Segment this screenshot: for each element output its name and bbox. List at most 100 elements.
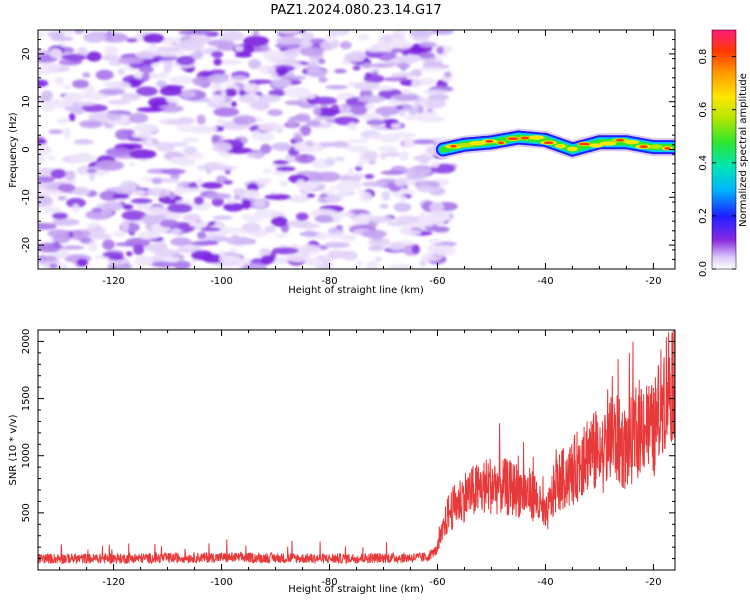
- spectrogram-noise-cell: [411, 78, 423, 88]
- snr-ytick-label: 1500: [21, 386, 32, 411]
- spectrogram-noise-cell: [337, 179, 362, 191]
- spectrogram-noise-cell: [159, 86, 183, 97]
- spectrogram-noise-cell: [380, 170, 404, 175]
- signal-track-core: [567, 146, 578, 152]
- spectrogram-noise-cell: [285, 252, 310, 263]
- spectrogram-noise-cell: [128, 161, 136, 167]
- spectrogram-noise-cell: [312, 96, 338, 105]
- spectrogram-noise-cell: [411, 244, 420, 254]
- spectrogram-noise-cell: [443, 71, 452, 78]
- spectrogram-noise-cell: [117, 56, 144, 65]
- spectrogram-noise-cell: [38, 31, 45, 38]
- spectrogram-noise-cell: [182, 213, 201, 222]
- spectrogram-noise-cell: [214, 221, 223, 230]
- spectrogram-xtick-label: -40: [537, 276, 553, 287]
- spectrogram-noise-cell: [354, 165, 363, 171]
- spectrogram-noise-cell: [106, 113, 122, 121]
- spectrogram-noise-cell: [159, 53, 178, 58]
- spectrogram-noise-cell: [262, 168, 272, 174]
- spectrogram-noise-cell: [260, 254, 275, 265]
- spectrogram-noise-cell: [299, 125, 312, 137]
- spectrogram-noise-cell: [200, 182, 223, 189]
- spectrogram-noise-cell: [51, 218, 80, 226]
- snr-ytick-label: 500: [21, 503, 32, 522]
- spectrogram-noise-cell: [61, 245, 85, 250]
- spectrogram-noise-cell: [102, 239, 115, 250]
- spectrogram-noise-cell: [67, 229, 92, 241]
- spectrogram-noise-cell: [193, 196, 205, 206]
- spectrogram-noise-cell: [270, 216, 288, 227]
- spectrogram-noise-cell: [161, 256, 181, 263]
- spectrogram-noise-cell: [65, 170, 76, 181]
- spectrogram-noise-cell: [194, 50, 204, 57]
- spectrogram-noise-cell: [431, 30, 454, 35]
- spectrogram-noise-cell: [230, 101, 237, 107]
- spectrogram-noise-cell: [391, 48, 405, 53]
- spectrogram-noise-cell: [54, 76, 64, 86]
- spectrogram-noise-cell: [121, 210, 147, 221]
- spectrogram-noise-cell: [219, 255, 244, 264]
- spectrogram-ytick-label: 10: [21, 95, 32, 108]
- spectrogram-noise-cell: [136, 107, 164, 113]
- spectrogram-noise-cell: [390, 123, 402, 129]
- spectrogram-noise-cell: [280, 75, 307, 80]
- snr-panel: -120 -100 -80 -60 -40 -20 500 1000 1500 2000 Heig…: [8, 329, 676, 595]
- spectrogram-noise-cell: [362, 150, 379, 160]
- spectrogram-noise-cell: [419, 259, 427, 267]
- spectrogram-noise-cell: [390, 72, 416, 78]
- spectrogram-ytick-label: -20: [21, 237, 32, 253]
- spectrogram-noise-cell: [74, 101, 97, 106]
- spectrogram-noise-cell: [63, 84, 72, 90]
- spectrogram-noise-cell: [38, 68, 53, 76]
- spectrogram-noise-cell: [165, 118, 191, 126]
- spectrogram-noise-cell: [334, 156, 345, 162]
- spectrogram-noise-cell: [50, 36, 74, 42]
- spectrogram-noise-cell: [219, 31, 245, 42]
- spectrogram-noise-cell: [267, 109, 283, 117]
- snr-xtick-label: -40: [537, 577, 553, 588]
- spectrogram-noise-cell: [314, 116, 331, 121]
- spectrogram-noise-cell: [301, 31, 315, 41]
- spectrogram-noise-cell: [256, 150, 264, 159]
- spectrogram-noise-cell: [368, 215, 394, 223]
- spectrogram-noise-cell: [297, 244, 322, 255]
- snr-ylabel: SNR (10 * v/v): [8, 414, 19, 485]
- spectrogram-noise-cell: [160, 168, 186, 175]
- spectrogram-noise-cell: [43, 207, 63, 214]
- colorbar-tick-label: 0.6: [698, 102, 709, 118]
- spectrogram-noise-cell: [304, 258, 324, 267]
- spectrogram-noise-cell: [203, 162, 222, 171]
- spectrogram-noise-cell: [57, 196, 67, 201]
- spectrogram-noise-cell: [112, 231, 126, 238]
- spectrogram-noise-cell: [49, 263, 58, 269]
- spectrogram-noise-cell: [428, 93, 450, 101]
- colorbar-tick-label: 0.0: [698, 261, 709, 277]
- spectrogram-noise-cell: [365, 260, 378, 269]
- spectrogram-noise-cell: [361, 181, 389, 187]
- spectrogram-noise-cell: [100, 209, 114, 217]
- spectrogram-noise-cell: [306, 119, 322, 127]
- spectrogram-noise-cell: [253, 94, 282, 103]
- signal-track-peak: [543, 141, 554, 145]
- spectrogram-noise-cell: [206, 74, 229, 84]
- spectrogram-noise-cell: [426, 107, 433, 113]
- spectrogram-noise-cell: [293, 133, 302, 141]
- spectrogram-noise-cell: [87, 241, 98, 252]
- chart-title: PAZ1.2024.080.23.14.G17: [270, 3, 441, 18]
- spectrogram-noise-cell: [234, 138, 242, 146]
- spectrogram-noise-cell: [49, 48, 63, 58]
- spectrogram-noise-cell: [403, 167, 431, 177]
- spectrogram-noise-cell: [278, 180, 289, 187]
- spectrogram-noise-cell: [211, 197, 225, 207]
- spectrogram-noise-cell: [368, 246, 384, 251]
- spectrogram-xtick-label: -120: [102, 276, 125, 287]
- spectrogram-noise-cell: [132, 189, 147, 196]
- spectrogram-noise-cell: [189, 221, 209, 228]
- colorbar: 0.0 0.2 0.4 0.6 0.8 Normalized spectral ampl…: [698, 29, 749, 277]
- spectrogram-noise-cell: [213, 107, 240, 117]
- signal-track-peak: [450, 144, 457, 148]
- signal-track-peak: [498, 141, 505, 145]
- spectrogram-noise-cell: [38, 195, 54, 207]
- spectrogram-noise-cell: [271, 142, 292, 152]
